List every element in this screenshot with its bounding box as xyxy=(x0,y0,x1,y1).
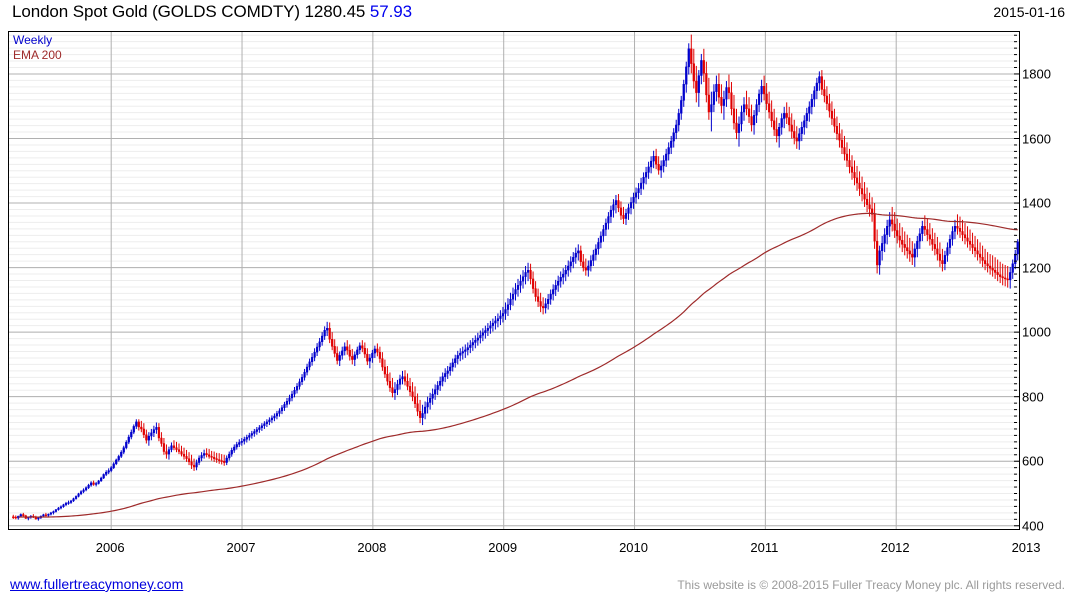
page-footer: www.fullertreacymoney.com This website i… xyxy=(0,574,1075,600)
site-url-link[interactable]: www.fullertreacymoney.com xyxy=(10,576,184,592)
page-title: London Spot Gold (GOLDS COMDTY) 1280.45 … xyxy=(12,2,412,22)
x-axis: 200620072008200920102011201220132014 xyxy=(0,540,1075,562)
x-axis-tick-2006: 2006 xyxy=(95,540,125,555)
x-axis-tick-2011: 2011 xyxy=(750,540,779,555)
x-axis-tick-2012: 2012 xyxy=(880,540,910,555)
price-chart-plot-area[interactable] xyxy=(8,31,1020,530)
x-axis-tick-2008: 2008 xyxy=(357,540,387,555)
x-axis-tick-2010: 2010 xyxy=(619,540,648,555)
candlestick-series xyxy=(12,34,1019,521)
y-axis: 400 600 800 1000 1200 1400 1600 1800 xyxy=(1014,31,1075,534)
y-axis-tick-1000: 1000 xyxy=(1022,324,1051,340)
ema-200-line xyxy=(18,212,1018,518)
y-axis-tick-1400: 1400 xyxy=(1022,195,1051,211)
x-axis-tick-2007: 2007 xyxy=(226,540,256,555)
last-price: 1280.45 xyxy=(304,2,366,21)
y-axis-tick-600: 600 xyxy=(1022,453,1044,469)
price-change: 57.93 xyxy=(369,2,412,21)
y-axis-tick-1800: 1800 xyxy=(1022,66,1051,82)
y-axis-tick-800: 800 xyxy=(1022,389,1044,405)
copyright-notice: This website is © 2008-2015 Fuller Treac… xyxy=(677,578,1065,592)
minor-gridlines xyxy=(9,34,1019,527)
x-axis-tick-2013: 2013 xyxy=(1011,540,1041,555)
y-axis-tick-1600: 1600 xyxy=(1022,131,1051,146)
chart-header: London Spot Gold (GOLDS COMDTY) 1280.45 … xyxy=(0,0,1075,28)
candlestick-chart-svg xyxy=(9,32,1019,529)
instrument-name: London Spot Gold (GOLDS COMDTY) xyxy=(12,2,300,21)
y-axis-tick-1200: 1200 xyxy=(1022,260,1051,276)
year-gridlines xyxy=(110,32,897,529)
y-axis-tick-400: 400 xyxy=(1022,518,1044,534)
x-axis-tick-2009: 2009 xyxy=(488,540,518,555)
quote-date: 2015-01-16 xyxy=(993,4,1065,20)
major-gridlines xyxy=(9,73,1019,527)
y-axis-ticks xyxy=(1014,34,1020,527)
